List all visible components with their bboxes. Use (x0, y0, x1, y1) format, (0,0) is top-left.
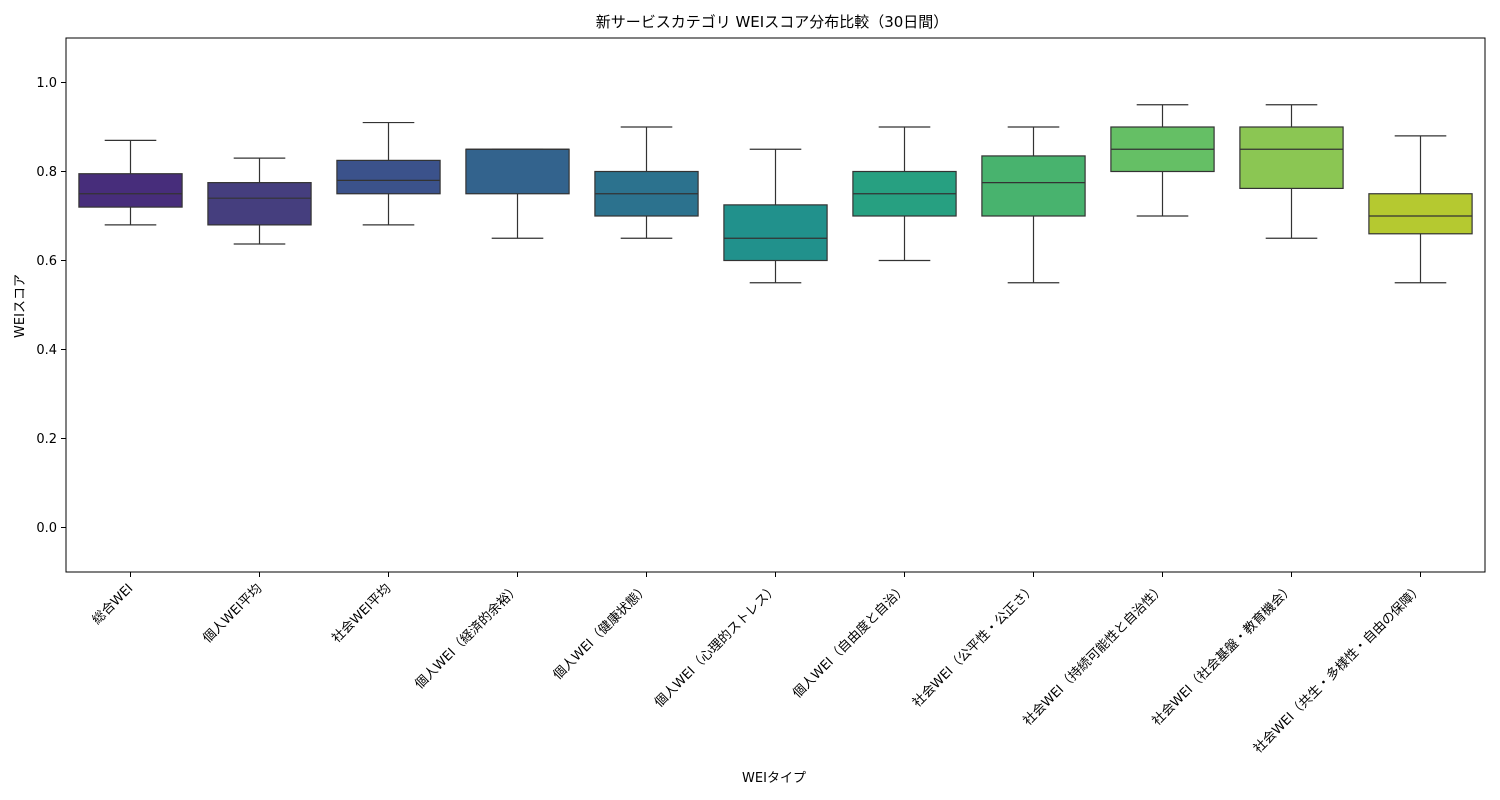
y-tick-label: 0.0 (36, 521, 57, 536)
chart-title: 新サービスカテゴリ WEIスコア分布比較（30日間） (596, 13, 949, 31)
box-6 (852, 126, 957, 262)
x-tick-label: 個人WEI（自由度と自治） (789, 581, 910, 702)
box-3 (465, 148, 570, 239)
x-tick-label: 社会WEI平均 (329, 581, 395, 647)
box-10 (1368, 135, 1473, 284)
y-axis-ticks: 0.0 0.2 0.4 0.6 0.8 1.0 (36, 76, 66, 536)
box-9 (1239, 104, 1344, 239)
y-tick-label: 1.0 (36, 76, 57, 91)
box-iqr (1239, 126, 1344, 190)
y-tick-label: 0.6 (36, 254, 57, 269)
x-tick-label: 個人WEI（健康状態） (550, 581, 652, 683)
box-iqr (1368, 193, 1473, 235)
x-tick-label: 社会WEI（公平性・公正さ） (909, 581, 1039, 711)
box-iqr (336, 159, 441, 195)
plot-frame (65, 37, 1486, 573)
x-axis-ticks: 総合WEI 個人WEI平均 社会WEI平均 個人WEI（経済的余裕） 個人WEI（健康状… (90, 572, 1426, 757)
x-axis-label: WEIタイプ (742, 771, 806, 786)
x-tick-label: 個人WEI（経済的余裕） (412, 581, 524, 693)
box-iqr (207, 182, 312, 226)
box-iqr (78, 173, 183, 208)
plot-area (78, 104, 1473, 284)
x-tick-label: 社会WEI（持続可能性と自治性） (1020, 581, 1168, 729)
box-4 (594, 126, 699, 239)
y-tick-label: 0.8 (36, 165, 57, 180)
box-7 (981, 126, 1086, 284)
x-tick-label: 総合WEI (90, 581, 137, 628)
box-iqr (981, 155, 1086, 217)
box-2 (336, 121, 441, 226)
y-axis-label: WEIスコア (13, 274, 28, 338)
box-1 (207, 157, 312, 245)
y-tick-label: 0.4 (36, 343, 57, 358)
box-iqr (723, 204, 828, 262)
box-0 (78, 139, 183, 226)
y-tick-label: 0.2 (36, 432, 57, 447)
x-tick-label: 社会WEI（社会基盤・教育機会） (1149, 581, 1297, 729)
box-5 (723, 148, 828, 284)
x-tick-label: 個人WEI（心理的ストレス） (651, 581, 781, 711)
box-iqr (465, 148, 570, 195)
box-8 (1110, 104, 1215, 217)
x-tick-label: 個人WEI平均 (200, 581, 265, 646)
